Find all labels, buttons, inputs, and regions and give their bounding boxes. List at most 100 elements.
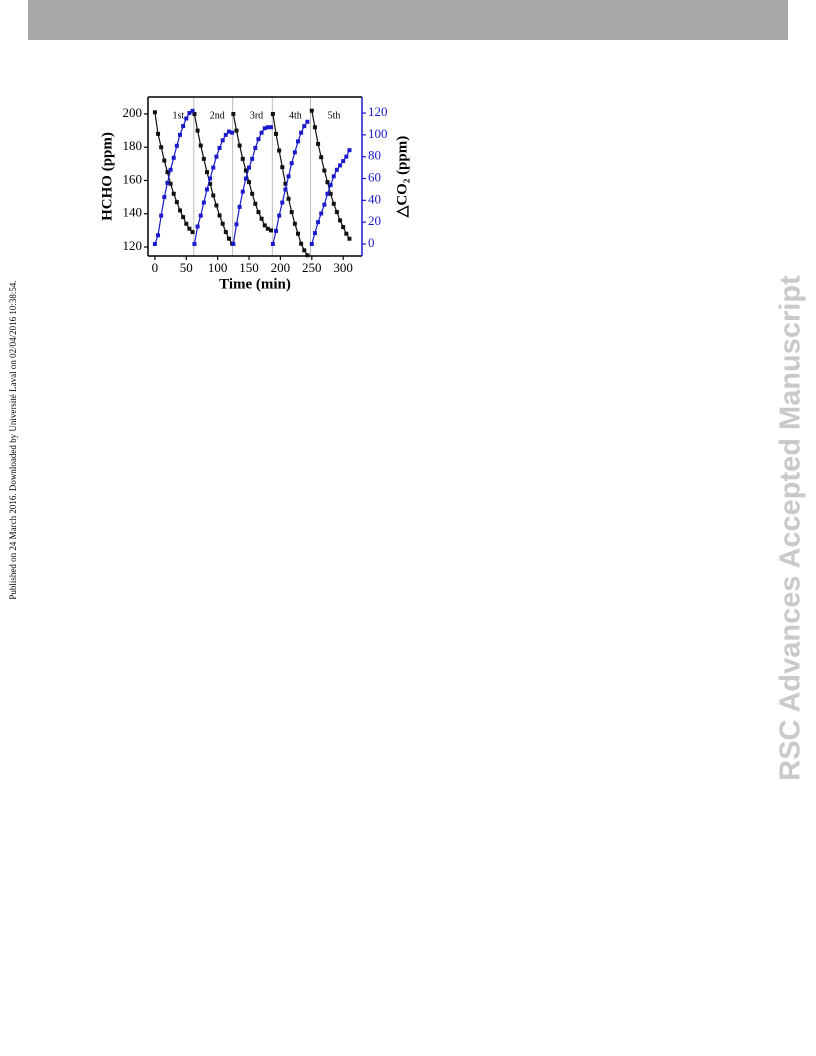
data-point [253, 201, 258, 206]
data-point [240, 189, 245, 194]
data-point [319, 155, 324, 160]
data-point [230, 130, 235, 135]
data-point [211, 165, 216, 170]
data-point [262, 223, 267, 228]
data-point [259, 130, 264, 135]
data-point [168, 167, 173, 172]
series-line [154, 110, 350, 256]
data-point [217, 213, 222, 218]
data-point [262, 126, 267, 131]
data-point [250, 191, 255, 196]
data-point [302, 248, 307, 253]
cycle-label: 3rd [250, 110, 263, 121]
data-point [295, 231, 300, 236]
data-point [223, 132, 228, 137]
y-tick-label: 200 [123, 105, 143, 120]
cycle-label: 2nd [210, 110, 225, 121]
y2-tick-label: 100 [368, 126, 388, 141]
x-tick-label: 200 [271, 260, 291, 275]
data-point [234, 222, 239, 227]
data-point [319, 211, 324, 216]
y-tick-label: 120 [123, 238, 143, 253]
data-point [190, 230, 195, 235]
data-point [289, 161, 294, 166]
data-point [231, 111, 236, 116]
data-point [341, 159, 346, 164]
data-point [211, 193, 216, 198]
data-point [192, 111, 197, 116]
data-point [223, 230, 228, 235]
y2-tick-label: 120 [368, 104, 388, 119]
data-point [344, 231, 349, 236]
data-point [286, 174, 291, 179]
data-point [237, 204, 242, 209]
data-point [312, 231, 317, 236]
watermark: RSC Advances Accepted Manuscript [775, 275, 807, 781]
data-point [265, 125, 270, 130]
y2-tick-label: 0 [368, 235, 375, 250]
data-point [174, 200, 179, 205]
data-point [156, 131, 161, 136]
data-point [328, 191, 333, 196]
y-tick-label: 160 [123, 171, 143, 186]
data-point [292, 150, 297, 155]
data-point [302, 124, 307, 129]
data-point [277, 148, 282, 153]
data-point [217, 145, 222, 150]
y-tick-label: 140 [123, 205, 143, 220]
data-point [243, 176, 248, 181]
data-point [201, 156, 206, 161]
data-point [226, 236, 231, 241]
data-point [192, 241, 197, 246]
data-point [280, 200, 285, 205]
data-point [283, 187, 288, 192]
data-point [299, 130, 304, 135]
data-point [328, 183, 333, 188]
data-point [178, 208, 183, 213]
data-point [214, 154, 219, 159]
data-point [325, 191, 330, 196]
data-point [331, 201, 336, 206]
data-point [159, 145, 164, 150]
data-point [270, 241, 275, 246]
data-point [165, 170, 170, 175]
data-point [178, 132, 183, 137]
data-point [152, 241, 157, 246]
data-point [292, 221, 297, 226]
data-point [259, 216, 264, 221]
y2-axis-label: △CO₂ (ppm) [394, 136, 410, 218]
series-line [154, 110, 350, 245]
data-point [334, 210, 339, 215]
data-point [243, 168, 248, 173]
data-point [280, 165, 285, 170]
data-point [265, 226, 270, 231]
data-point [208, 176, 213, 181]
data-point [322, 168, 327, 173]
data-point [312, 125, 317, 130]
data-point [204, 170, 209, 175]
data-point [309, 108, 314, 113]
cycle-label: 4th [289, 110, 302, 121]
y2-tick-label: 80 [368, 148, 381, 163]
data-point [162, 158, 167, 163]
data-point [295, 139, 300, 144]
y2-tick-label: 20 [368, 213, 381, 228]
data-point [156, 233, 161, 238]
data-point [305, 119, 310, 124]
data-point [171, 191, 176, 196]
data-point [286, 196, 291, 201]
data-point [174, 143, 179, 148]
data-point [152, 110, 157, 115]
data-point [234, 128, 239, 133]
data-point [231, 241, 236, 246]
data-point [253, 145, 258, 150]
y2-tick-label: 60 [368, 170, 381, 185]
data-point [270, 111, 275, 116]
data-point [338, 218, 343, 223]
data-point [240, 156, 245, 161]
data-point [190, 108, 195, 113]
data-point [274, 228, 279, 233]
data-point [277, 213, 282, 218]
x-tick-label: 150 [239, 260, 259, 275]
x-axis-label: Time (min) [219, 276, 291, 292]
